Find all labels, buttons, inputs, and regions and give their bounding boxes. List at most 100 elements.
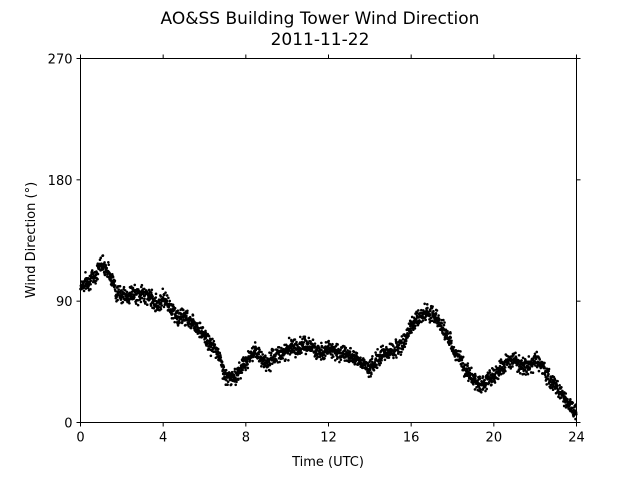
data-point — [303, 335, 307, 338]
data-point — [134, 302, 138, 305]
data-point — [185, 311, 189, 315]
data-point — [410, 331, 413, 334]
data-point — [319, 358, 323, 361]
data-point — [525, 370, 528, 374]
data-point — [173, 320, 176, 324]
data-point — [424, 310, 428, 314]
data-point — [165, 294, 169, 297]
data-point — [485, 387, 488, 391]
data-point — [226, 380, 230, 384]
data-point — [531, 371, 535, 375]
data-point — [82, 289, 86, 293]
data-point — [490, 383, 493, 387]
data-point — [96, 272, 100, 276]
data-point — [107, 263, 111, 267]
data-point — [96, 277, 99, 281]
data-point — [152, 306, 156, 310]
data-point — [410, 315, 414, 319]
data-point — [275, 359, 278, 362]
data-point — [127, 298, 131, 301]
data-point — [359, 356, 362, 359]
data-point — [133, 283, 137, 287]
data-point — [111, 275, 115, 279]
data-point — [440, 321, 444, 325]
y-tick-label: 270 — [48, 53, 73, 68]
data-point — [293, 349, 296, 352]
data-point — [459, 350, 462, 353]
data-point — [534, 364, 537, 367]
data-point — [119, 298, 123, 301]
data-point — [524, 358, 527, 362]
data-point — [419, 311, 422, 315]
data-point — [426, 306, 429, 310]
data-point — [237, 361, 241, 364]
data-point — [473, 372, 477, 376]
data-point — [434, 312, 438, 315]
data-point — [145, 303, 149, 307]
data-point — [272, 348, 275, 352]
data-point — [543, 361, 546, 365]
data-point — [220, 360, 224, 364]
data-point — [184, 323, 187, 327]
data-point — [116, 298, 119, 302]
data-point — [466, 362, 470, 365]
data-point — [253, 341, 257, 344]
data-point — [347, 357, 351, 360]
data-point — [429, 309, 432, 313]
data-point — [159, 301, 163, 305]
data-point — [392, 352, 396, 355]
data-point — [216, 347, 220, 351]
data-point — [277, 346, 281, 349]
data-point — [171, 303, 175, 307]
data-point — [301, 337, 304, 341]
data-point — [380, 359, 383, 362]
data-point — [287, 358, 290, 362]
data-point — [432, 309, 435, 313]
data-point — [466, 364, 469, 368]
data-point — [246, 362, 249, 366]
data-point — [428, 313, 432, 317]
data-point — [524, 373, 528, 376]
data-point — [547, 372, 550, 376]
data-point — [430, 316, 433, 319]
data-point — [149, 291, 153, 294]
data-point — [136, 299, 140, 302]
data-point — [496, 377, 500, 381]
data-point — [269, 369, 272, 373]
data-point — [300, 351, 303, 354]
data-point — [246, 366, 250, 370]
data-point — [370, 357, 374, 361]
data-point — [442, 318, 445, 322]
data-point — [562, 404, 566, 408]
data-point — [144, 300, 147, 304]
data-point — [143, 297, 146, 301]
data-point — [154, 296, 158, 299]
data-point — [139, 300, 143, 304]
data-point — [179, 317, 183, 321]
data-point — [328, 343, 332, 346]
data-point — [551, 388, 555, 392]
data-point — [298, 335, 302, 339]
data-point — [218, 351, 222, 355]
data-point — [391, 344, 395, 348]
data-point — [260, 364, 263, 368]
data-point — [257, 356, 260, 360]
data-point — [503, 363, 506, 366]
data-point — [304, 352, 308, 356]
data-point — [378, 363, 381, 367]
data-point — [105, 266, 109, 270]
data-point — [190, 325, 193, 328]
data-point — [107, 260, 110, 264]
data-point — [339, 358, 343, 362]
data-point — [423, 302, 426, 306]
data-point — [438, 318, 441, 321]
data-point — [397, 350, 401, 354]
data-point — [114, 289, 117, 293]
data-point — [258, 348, 261, 351]
data-point — [430, 319, 434, 323]
data-point — [102, 267, 105, 271]
x-tick-label: 16 — [403, 431, 420, 446]
data-point — [306, 341, 310, 345]
data-point — [224, 368, 228, 372]
data-point — [463, 367, 466, 370]
